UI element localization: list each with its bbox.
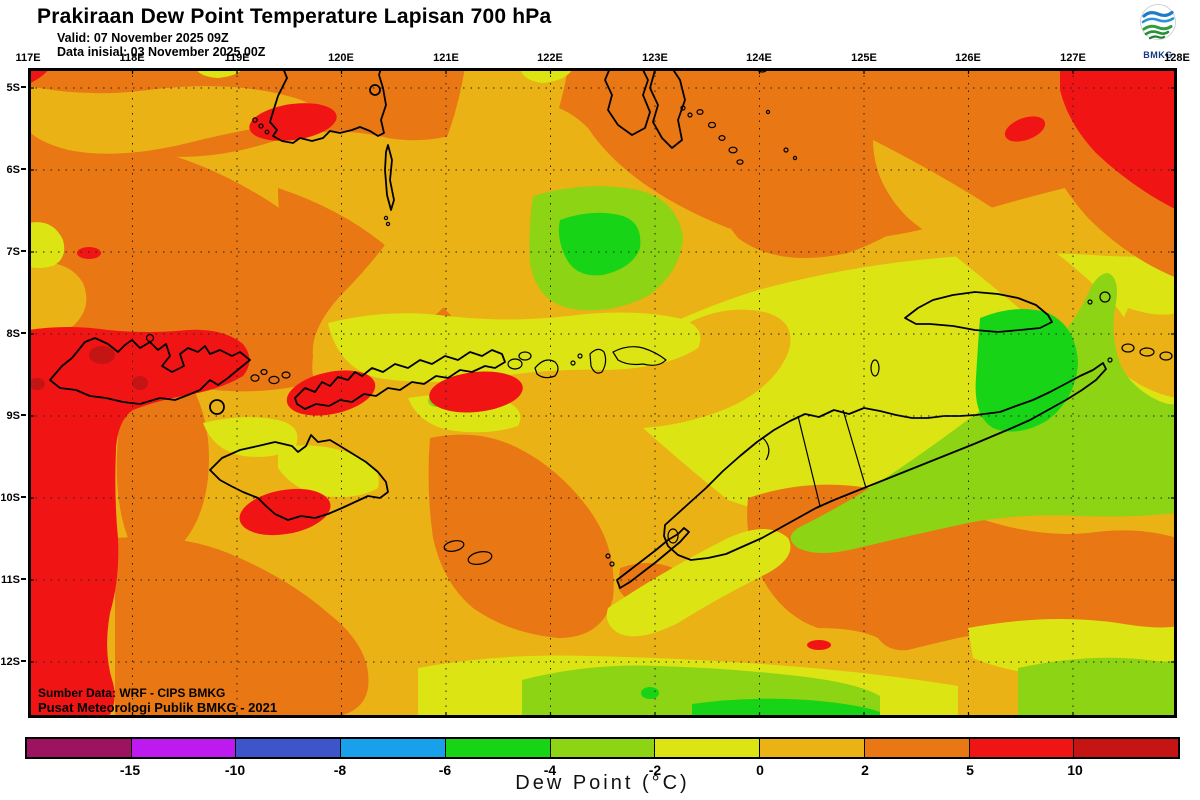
lon-tick-label: 121E — [433, 52, 459, 64]
colorbar-segment — [864, 739, 970, 757]
lon-tick-label: 127E — [1060, 52, 1086, 64]
colorbar-tick: 5 — [966, 762, 974, 778]
lat-tick-label: 10S — [0, 491, 26, 505]
lon-tick-label: 125E — [851, 52, 877, 64]
lon-tick-label: 123E — [642, 52, 668, 64]
colorbar-tick: 0 — [756, 762, 764, 778]
colorbar-segment — [445, 739, 551, 757]
valid-time-label: Valid: 07 November 2025 09Z — [57, 31, 229, 45]
colorbar-tick: -4 — [543, 762, 557, 778]
colorbar-tick: -15 — [119, 762, 141, 778]
lat-tick-label: 7S — [0, 245, 26, 259]
colorbar-segment — [1074, 739, 1179, 757]
lon-tick-label: 117E — [15, 52, 41, 64]
colorbar-tick: -2 — [648, 762, 662, 778]
contour-map-canvas — [28, 68, 1177, 718]
colorbar — [25, 737, 1180, 759]
lon-tick-label: 120E — [328, 52, 354, 64]
colorbar-title: Dew Point (°C) — [515, 772, 690, 794]
lon-tick-label: 119E — [224, 52, 250, 64]
dewpoint-contour-map — [28, 68, 1177, 718]
colorbar-segment — [969, 739, 1075, 757]
lat-tick-label: 11S — [0, 573, 26, 587]
source-credit: Sumber Data: WRF - CIPS BMKG Pusat Meteo… — [38, 686, 277, 715]
bmkg-logo-text: BMKG — [1143, 50, 1173, 60]
lon-tick-label: 118E — [119, 52, 145, 64]
colorbar-tick: 2 — [861, 762, 869, 778]
bmkg-logo-icon — [1140, 4, 1176, 40]
colorbar-segment — [760, 739, 865, 757]
bmkg-logo: BMKG — [1136, 2, 1180, 60]
page-title: Prakiraan Dew Point Temperature Lapisan … — [37, 5, 552, 28]
lon-tick-label: 126E — [955, 52, 981, 64]
lon-tick-label: 128E — [1164, 52, 1190, 64]
colorbar-segment — [341, 739, 446, 757]
lon-tick-label: 124E — [746, 52, 772, 64]
colorbar-tick: -6 — [438, 762, 452, 778]
colorbar-tick-labels: -15 -10 -8 -6 -4 -2 0 2 5 10 — [25, 762, 1180, 778]
source-line-1: Sumber Data: WRF - CIPS BMKG — [38, 686, 226, 700]
source-line-2: Pusat Meteorologi Publik BMKG - 2021 — [38, 700, 278, 715]
lat-tick-label: 5S — [0, 81, 26, 95]
colorbar-segment — [236, 739, 342, 757]
colorbar-tick: -8 — [333, 762, 347, 778]
lat-tick-label: 12S — [0, 655, 26, 669]
coastlines — [49, 68, 1173, 589]
lon-tick-label: 122E — [537, 52, 563, 64]
lat-tick-label: 6S — [0, 163, 26, 177]
colorbar-tick: -10 — [224, 762, 246, 778]
colorbar-segment — [131, 739, 237, 757]
colorbar-segment — [27, 739, 132, 757]
colorbar-segment — [655, 739, 761, 757]
colorbar-tick: 10 — [1067, 762, 1083, 778]
initial-time-label: Data inisial: 03 November 2025 00Z — [57, 45, 266, 59]
lat-tick-label: 9S — [0, 409, 26, 423]
colorbar-segment — [550, 739, 656, 757]
lat-tick-label: 8S — [0, 327, 26, 341]
